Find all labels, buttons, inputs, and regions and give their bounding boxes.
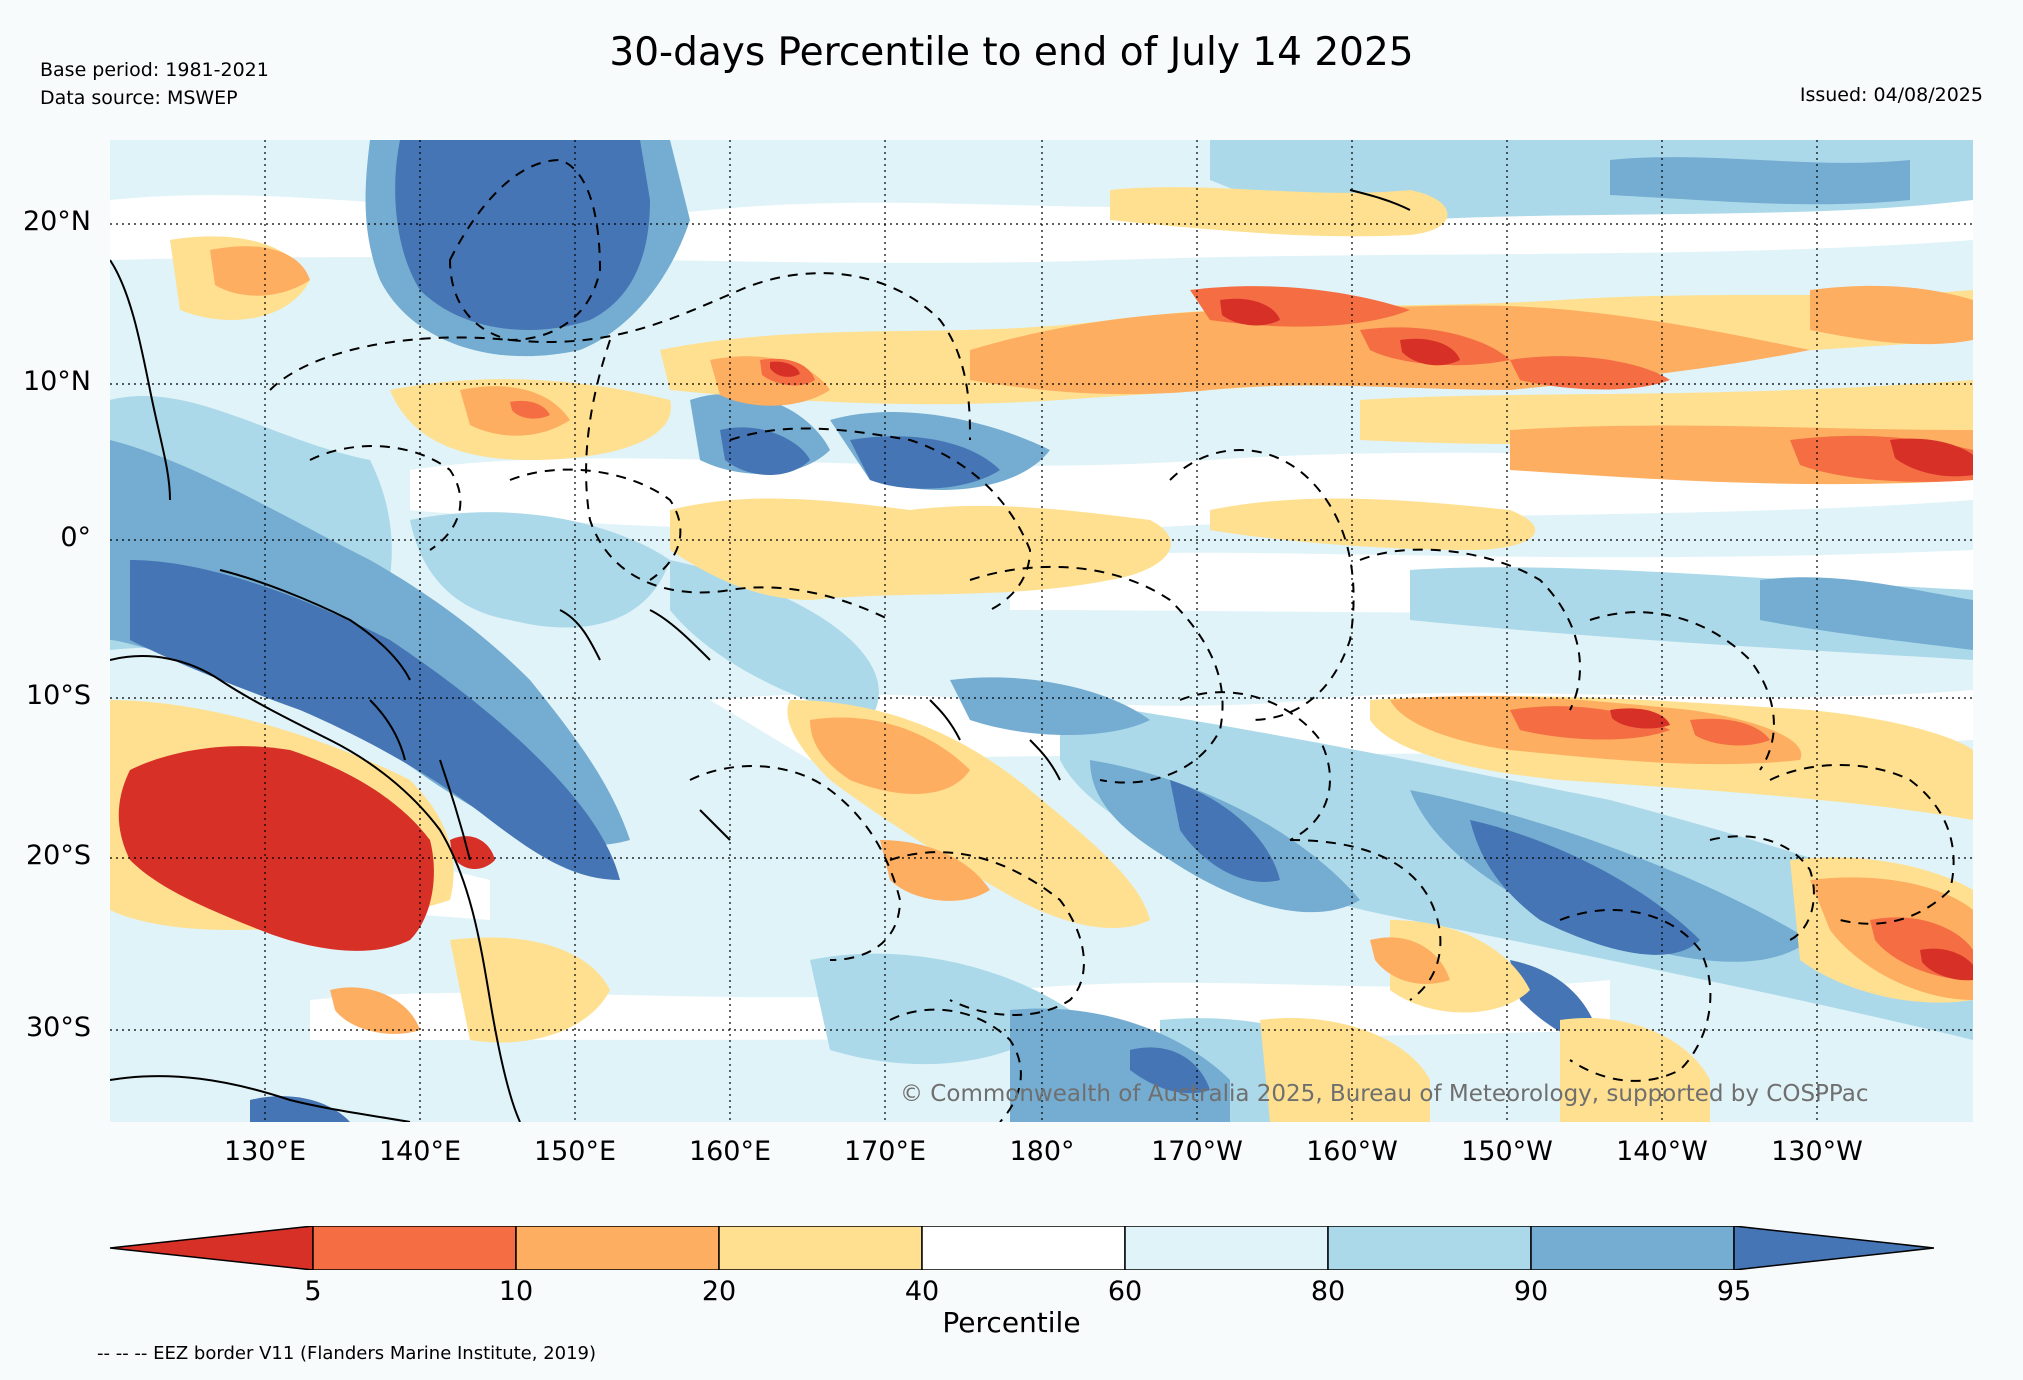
colorbar-tick-95: 95 [1716,1276,1752,1307]
lat-label-20n: 20°N [22,206,91,237]
colorbar-extend-high [1733,1226,1934,1270]
lon-label-180: 180° [1009,1136,1075,1167]
eez-footnote: -- -- -- EEZ border V11 (Flanders Marine… [97,1343,597,1364]
colorbar-tick-90: 90 [1513,1276,1549,1307]
lon-label-140w: 140°W [1616,1136,1708,1167]
lon-label-150w: 150°W [1461,1136,1553,1167]
colorbar-tick-60: 60 [1107,1276,1143,1307]
issued-date: Issued: 04/08/2025 [1799,84,1983,106]
lon-label-170e: 170°E [843,1136,927,1167]
rainfall-percentile-map [110,140,1973,1122]
lon-label-160w: 160°W [1306,1136,1398,1167]
lon-label-160e: 160°E [688,1136,772,1167]
lon-label-150e: 150°E [533,1136,617,1167]
colorbar-tick-5: 5 [304,1276,322,1307]
copyright-text: © Commonwealth of Australia 2025, Bureau… [900,1081,1869,1107]
colorbar-tick-80: 80 [1310,1276,1346,1307]
colorbar-extend-low [110,1226,314,1270]
lon-label-130w: 130°W [1771,1136,1863,1167]
lat-label-20s: 20°S [26,840,91,871]
dry-5-10-areas [510,286,1973,980]
coastlines [110,189,1411,1122]
base-period-text: Base period: 1981-2021 [40,59,269,81]
colorbar-segment-40-60 [921,1226,1126,1270]
data-source-text: Data source: MSWEP [40,87,238,109]
very-wet-areas [130,140,1700,1122]
lon-label-130e: 130°E [223,1136,307,1167]
colorbar-tick-20: 20 [701,1276,737,1307]
lon-label-170w: 170°W [1151,1136,1243,1167]
lat-label-equator: 0° [60,522,91,553]
percentile-colorbar [110,1226,1934,1270]
very-dry-areas [118,298,1973,981]
metadata-block: Base period: 1981-2021 Data source: MSWE… [40,56,269,112]
graticule [110,140,1973,1122]
colorbar-tick-10: 10 [498,1276,534,1307]
colorbar-segment-60-80 [1124,1226,1329,1270]
colorbar-segment-80-90 [1327,1226,1532,1270]
colorbar-segment-10-20 [515,1226,720,1270]
colorbar-segment-20-40 [718,1226,923,1270]
colorbar-title: Percentile [942,1306,1081,1339]
colorbar-tick-40: 40 [904,1276,940,1307]
figure-title: 30-days Percentile to end of July 14 202… [609,30,1414,75]
eez-borders [269,158,1955,1122]
colorbar-segment-5-10 [312,1226,517,1270]
colorbar-segment-90-95 [1530,1226,1735,1270]
lat-label-30s: 30°S [26,1012,91,1043]
lat-label-10n: 10°N [22,366,91,397]
lon-label-140e: 140°E [378,1136,462,1167]
lat-label-10s: 10°S [26,680,91,711]
